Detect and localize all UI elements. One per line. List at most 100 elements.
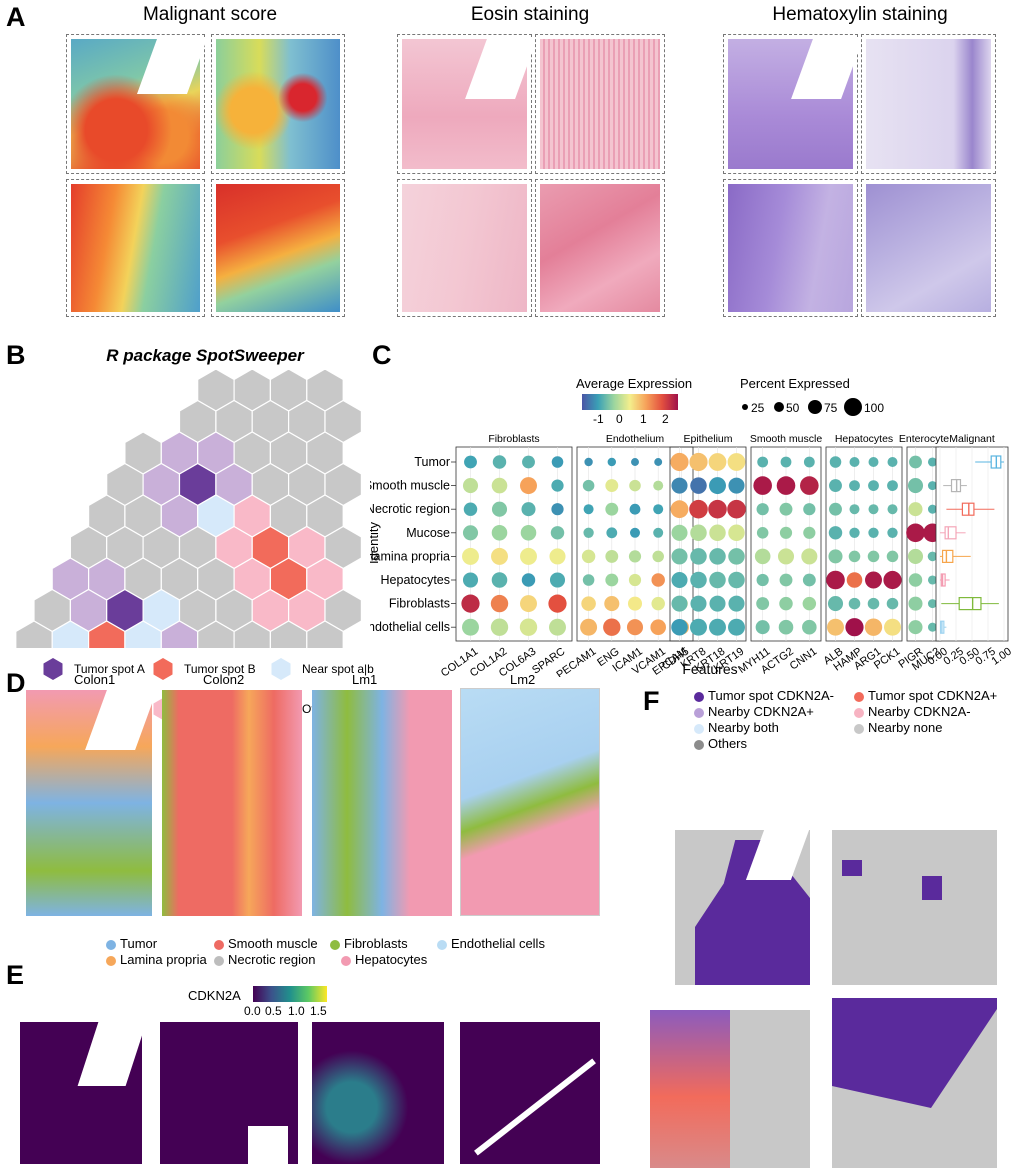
identity-label-3: Mucose [406,526,450,540]
dot-ARG1-5 [865,571,882,589]
panel-f-legend-item-0: Tumor spot CDKN2A- [694,688,834,703]
panel-d-legend-dot-2 [330,939,340,950]
size-legend-dot-100 [844,398,862,416]
colorbar-title: Average Expression [576,376,693,391]
dot-CNN1-7 [802,619,817,635]
panel-f-legend-item-3: Nearby CDKN2A- [854,704,971,719]
dot-MUC2-1 [927,481,938,491]
dot-MUC2-0 [927,457,938,467]
panel-f-legend-item-4: Nearby both [694,720,779,735]
dot-MUC2-2 [927,504,938,514]
eosin-tile-colon1 [397,34,537,174]
colorbar-tick-1: 1 [640,412,647,426]
group-box-2 [669,446,747,642]
dot-CNN1-1 [800,476,819,495]
dot-CNN1-6 [802,596,817,611]
dot-HAMP-2 [849,504,860,515]
panel-d-legend-item-4: Lamina propria [106,952,207,967]
dot-KRT19-6 [728,595,745,612]
dot-PECAM1-7 [580,618,598,636]
dot-CNN1-4 [801,548,818,565]
dot-ALB-3 [828,526,843,540]
dot-SPARC-7 [549,618,566,636]
dot-VCAM1-7 [650,619,666,635]
dot-COL6A3-2 [521,502,536,517]
size-tick-75: 75 [824,401,838,415]
niche-map-colon2 [832,830,997,985]
dot-ENG-3 [606,527,618,539]
dot-PIGR-5 [908,573,923,587]
dot-MUC2-7 [927,622,938,632]
dot-CNN1-2 [803,503,816,516]
dot-PECAM1-0 [584,457,593,467]
dot-COL6A3-5 [521,573,536,587]
panel-d-legend-dot-6 [341,955,351,966]
panel-b-title: R package SpotSweeper [106,346,304,365]
dot-PIGR-2 [908,502,923,517]
dot-PCK1-6 [886,597,899,610]
dot-PECAM1-1 [582,479,595,492]
dot-VCAM1-2 [653,504,664,515]
dot-PECAM1-3 [583,527,594,538]
legend-swatch-2 [271,658,291,680]
dot-KRT19-0 [727,453,746,471]
dot-PIGR-7 [908,620,923,635]
dot-MYH11-7 [755,620,770,635]
panel-d-legend-dot-4 [106,955,116,966]
dot-ENG-1 [605,479,619,493]
dot-COL1A1-6 [461,594,480,613]
size-legend-dot-75 [808,400,822,414]
dot-PCK1-1 [887,480,898,491]
dot-VCAM1-0 [654,458,663,466]
cluster-map-lm2 [460,688,600,916]
dot-ALB-0 [829,456,842,468]
size-legend-dot-25 [742,404,748,410]
panel-label-e: E [6,960,25,990]
dot-PIGR-3 [906,523,925,543]
dot-COL6A3-4 [520,547,537,565]
dot-HAMP-7 [845,618,864,637]
box-6 [958,597,982,611]
malignant-tile-lm1 [66,179,205,317]
dot-COL1A2-7 [490,618,509,636]
dot-ALB-7 [827,618,844,636]
panel-f-legend-label-6: Others [708,736,748,751]
dot-MYH11-5 [756,573,769,587]
dot-KRT8-7 [690,618,707,636]
panel-d-legend-item-2: Fibroblasts [330,936,408,951]
dot-ACTG2-0 [780,456,792,468]
dot-ICAM1-2 [629,503,641,515]
panel-d-legend-label-3: Endothelial cells [451,936,545,951]
panel-d-legend-item-5: Necrotic region [214,952,315,967]
dot-SPARC-2 [551,503,564,516]
cdkn2a-tick-05: 0.5 [265,1004,282,1018]
dot-EPCAM-3 [671,524,688,541]
dot-VCAM1-1 [653,480,664,491]
dot-ALB-1 [829,479,842,493]
panel-d-legend-dot-3 [437,939,447,950]
legend-swatch-0 [43,658,63,680]
panel-d-legend-label-5: Necrotic region [228,952,316,967]
panel-d-legend-label-6: Hepatocytes [355,952,428,967]
dot-ICAM1-4 [628,550,642,563]
identity-label-6: Fibroblasts [389,597,450,611]
identity-label-4: lamina propria [371,549,450,563]
dot-PIGR-6 [908,596,923,611]
dot-PECAM1-4 [581,549,596,564]
dot-MYH11-4 [754,548,771,565]
identity-label-7: Endothelial cells [370,620,450,634]
dot-CNN1-3 [803,526,816,539]
dot-PCK1-2 [887,504,898,515]
group-box-0 [455,446,573,642]
dot-ENG-7 [603,618,621,636]
cluster-map-lm1 [312,690,452,916]
hexagon-grid [15,370,362,648]
hematoxylin-tile-colon1 [723,34,863,174]
malignant-tile-colon2 [211,34,345,174]
dot-COL1A1-3 [462,525,479,541]
panel-f-legend-item-2: Nearby CDKN2A+ [694,704,814,719]
identity-label-2: Necrotic region [370,502,450,516]
dot-ICAM1-1 [629,479,641,492]
dot-ALB-4 [828,549,843,564]
hematoxylin-tile-lm2 [861,179,996,317]
